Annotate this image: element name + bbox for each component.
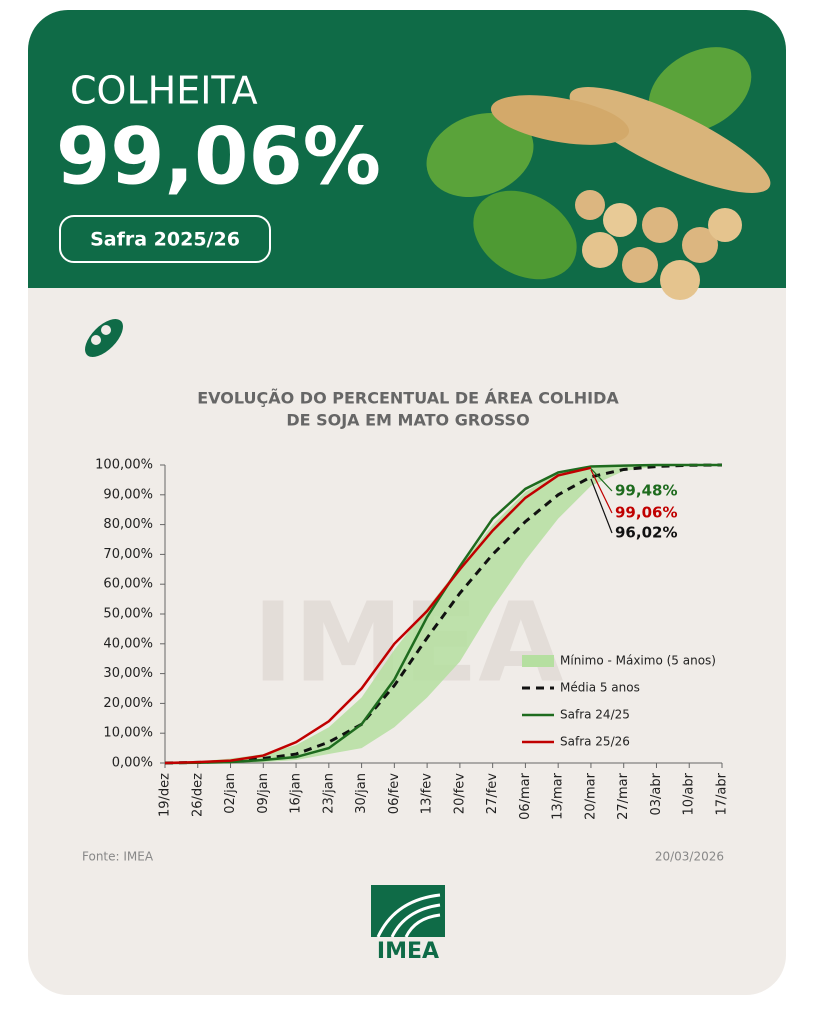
x-tick-label: 06/mar xyxy=(518,772,533,820)
value-label: 99,06% xyxy=(615,504,677,522)
soy-icon xyxy=(85,319,123,357)
x-tick-label: 20/mar xyxy=(583,772,598,820)
legend-label: Safra 24/25 xyxy=(560,708,630,722)
x-tick-label: 20/fev xyxy=(452,773,467,814)
header-label: COLHEITA xyxy=(70,69,258,113)
chart-title: EVOLUÇÃO DO PERCENTUAL DE ÁREA COLHIDA xyxy=(197,389,619,408)
logo-text: IMEA xyxy=(377,939,439,964)
legend-label: Média 5 anos xyxy=(560,681,640,695)
y-tick-label: 60,00% xyxy=(103,577,153,592)
leader-line xyxy=(590,478,613,534)
y-tick-label: 80,00% xyxy=(103,517,153,532)
y-tick-label: 70,00% xyxy=(103,547,153,562)
date: 20/03/2026 xyxy=(655,850,724,864)
value-label: 99,48% xyxy=(615,482,677,500)
series-line xyxy=(164,463,723,765)
y-tick-label: 50,00% xyxy=(103,607,153,622)
legend-label: Safra 25/26 xyxy=(560,735,630,749)
x-tick-label: 26/dez xyxy=(190,773,205,817)
x-tick-label: 13/mar xyxy=(551,772,566,820)
soy-illustration xyxy=(426,47,771,300)
x-tick-label: 06/fev xyxy=(387,773,402,814)
y-tick-label: 0,00% xyxy=(112,756,153,771)
leader-line xyxy=(590,469,613,514)
header-value: 99,06% xyxy=(56,112,381,202)
y-tick-label: 90,00% xyxy=(103,487,153,502)
source: Fonte: IMEA xyxy=(82,850,154,864)
y-tick-label: 10,00% xyxy=(103,726,153,741)
x-tick-label: 23/jan xyxy=(321,773,336,814)
season-pill xyxy=(59,215,271,263)
y-tick-label: 40,00% xyxy=(103,636,153,651)
leader-line xyxy=(590,468,613,492)
y-tick-label: 100,00% xyxy=(95,458,153,473)
x-tick-label: 09/jan xyxy=(256,773,271,814)
x-tick-label: 27/mar xyxy=(616,772,631,820)
x-tick-label: 19/dez xyxy=(158,773,173,817)
y-tick-label: 30,00% xyxy=(103,666,153,681)
value-label: 96,02% xyxy=(615,524,677,542)
x-tick-label: 27/fev xyxy=(485,773,500,814)
x-tick-label: 13/fev xyxy=(420,773,435,814)
legend-swatch xyxy=(522,655,554,667)
x-tick-label: 02/jan xyxy=(223,773,238,814)
legend-label: Mínimo - Máximo (5 anos) xyxy=(560,654,716,668)
season: Safra 2025/26 xyxy=(90,229,240,251)
logo-lines xyxy=(376,893,441,938)
y-tick-label: 20,00% xyxy=(103,696,153,711)
chart-title: DE SOJA EM MATO GROSSO xyxy=(286,411,529,430)
series-line xyxy=(164,466,592,765)
x-tick-label: 10/abr xyxy=(682,772,697,815)
x-tick-label: 16/jan xyxy=(289,773,304,814)
x-tick-label: 03/abr xyxy=(649,772,664,815)
x-tick-label: 17/abr xyxy=(715,772,730,815)
x-tick-label: 30/jan xyxy=(354,773,369,814)
